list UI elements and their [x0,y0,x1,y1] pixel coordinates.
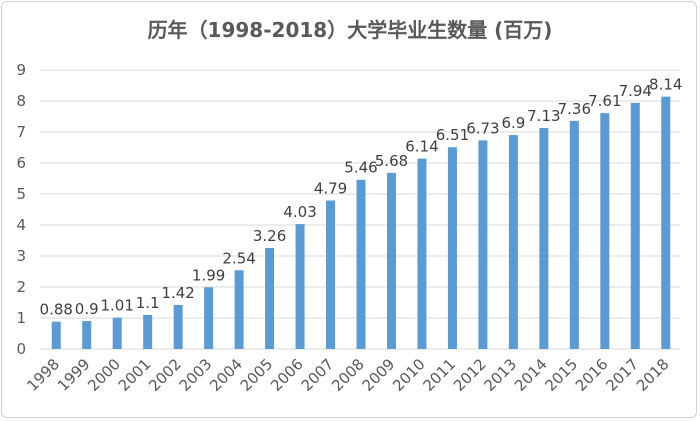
x-tick-label: 2003 [176,355,216,395]
data-label: 7.36 [558,100,591,118]
bar [112,317,122,349]
x-tick-label: 2017 [602,355,642,395]
x-tick-label: 2016 [572,355,612,395]
x-tick-label: 2011 [420,355,460,395]
x-tick-label: 2014 [511,355,551,395]
data-label: 3.26 [253,227,286,245]
y-tick-label: 5 [16,185,26,203]
data-label: 8.14 [649,76,682,94]
x-tick-label: 2004 [206,355,246,395]
data-label: 0.9 [75,300,99,318]
data-label: 7.61 [588,92,621,110]
data-label: 1.42 [161,284,194,302]
bar [508,135,518,349]
bar [143,314,153,349]
data-label: 5.68 [375,152,408,170]
x-tick-label: 2006 [267,355,307,395]
data-label: 7.94 [619,82,652,100]
x-tick-label: 2008 [328,355,368,395]
x-tick-label: 2015 [541,355,581,395]
bar [661,96,671,349]
x-tick-label: 2005 [237,355,277,395]
data-label: 5.46 [344,159,377,177]
data-label: 0.88 [40,301,73,319]
data-label: 4.79 [314,180,347,198]
y-tick-label: 7 [16,123,26,141]
data-label: 1.99 [192,266,225,284]
data-label: 4.03 [283,203,316,221]
bar [295,224,305,349]
bar [356,179,366,349]
data-label: 1.1 [136,294,160,312]
x-tick-label: 1999 [54,355,94,395]
y-tick-label: 6 [16,154,26,172]
y-tick-label: 2 [16,278,26,296]
y-tick-label: 9 [16,61,26,79]
bar [82,321,92,349]
bar [569,120,579,349]
y-tick-label: 3 [16,247,26,265]
x-tick-label: 2010 [389,355,429,395]
x-tick-label: 2009 [359,355,399,395]
x-tick-label: 2012 [450,355,490,395]
data-label: 6.9 [501,114,525,132]
x-tick-label: 2007 [298,355,338,395]
y-tick-label: 8 [16,92,26,110]
bar [326,200,336,349]
data-label: 1.01 [100,297,133,315]
data-label: 6.14 [405,138,438,156]
x-tick-label: 2001 [115,355,155,395]
data-label: 6.73 [466,119,499,137]
y-tick-label: 1 [16,309,26,327]
bar [539,127,549,349]
bar [51,321,61,349]
bar [630,102,640,349]
y-tick-label: 0 [16,340,26,358]
chart-title: 历年（1998-2018）大学毕业生数量 (百万) [147,18,553,42]
bar [173,304,183,349]
bar [600,113,610,349]
x-tick-label: 2000 [84,355,124,395]
data-label: 7.13 [527,107,560,125]
x-tick-label: 1998 [23,355,63,395]
y-tick-label: 4 [16,216,26,234]
bar [234,270,244,349]
x-tick-label: 2002 [145,355,185,395]
bar [447,147,457,349]
bar [386,172,396,349]
bar [478,140,488,349]
x-tick-label: 2013 [480,355,520,395]
bar [204,287,214,349]
data-label: 6.51 [436,126,469,144]
bar [417,158,427,349]
data-label: 2.54 [222,249,255,267]
bar [265,247,275,349]
x-tick-label: 2018 [633,355,673,395]
